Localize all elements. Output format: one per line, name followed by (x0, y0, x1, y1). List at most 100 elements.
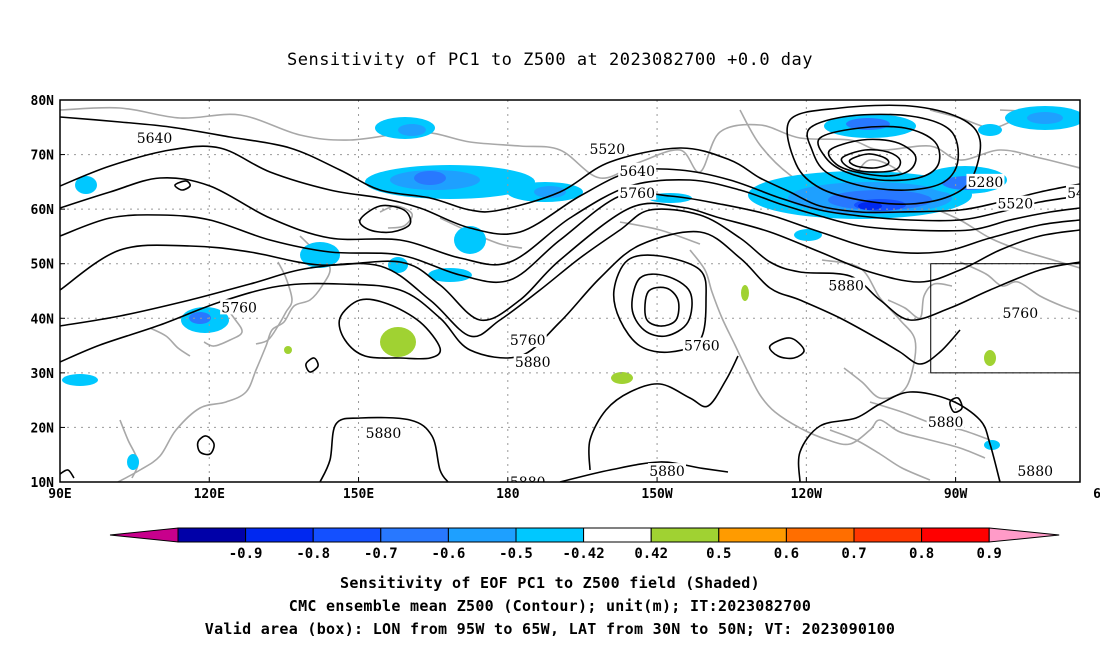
contour-ring (196, 435, 215, 456)
colorbar-label: -0.9 (229, 546, 263, 562)
colorbar-segment (447, 527, 517, 543)
colorbar-label: 0.5 (706, 546, 731, 562)
colorbar-label: 0.6 (774, 546, 799, 562)
contour-label: 5760 (684, 339, 720, 355)
contour-label-bg (1001, 304, 1040, 320)
plot-frame (59, 99, 1081, 483)
contour-label-group: 5640 (135, 130, 174, 147)
coastline-segment (959, 261, 1080, 313)
contour-label-bg (996, 195, 1035, 211)
contour-label: 5880 (828, 279, 864, 295)
contour-label-bg (618, 184, 657, 200)
coastline-segment (149, 327, 191, 357)
colorbar-label: -0.8 (296, 546, 330, 562)
shading-patch (858, 202, 882, 210)
contour-label: 5880 (366, 426, 402, 442)
sensitivity-shading (62, 106, 1080, 470)
shading-patch (75, 176, 97, 194)
lat-tick-label: 40N (31, 312, 55, 327)
contour-line (60, 145, 1080, 235)
coastline-segment (739, 109, 1080, 269)
contour-label-group: 5880 (827, 277, 866, 295)
shading-patch (127, 454, 139, 470)
lon-tick-label: 120W (791, 487, 822, 502)
contour-line (559, 461, 729, 482)
colorbar: -0.9 -0.8 -0.7 -0.6 -0.5 -0.42 0.42 0.5 0.6 0.7 0.… (109, 527, 1060, 562)
lon-tick-label: 120E (194, 487, 225, 502)
lon-tick-label: 150W (641, 487, 672, 502)
coastline-segment (887, 282, 953, 320)
shading-patch (534, 186, 566, 198)
lat-tick-label: 80N (31, 94, 55, 109)
lon-tick-label: 90E (48, 487, 71, 502)
contour-label-group: 5280 (966, 173, 1005, 191)
coastline-segment (821, 259, 917, 400)
coastline-segment (255, 261, 293, 345)
coastline-segment (829, 429, 931, 481)
coastline-segment (117, 235, 331, 482)
coastline-segment (203, 299, 243, 347)
contour-label-bg (508, 332, 547, 348)
grid-lines (60, 100, 1080, 482)
contour-ring (305, 357, 319, 373)
colorbar-end-high (988, 527, 1060, 543)
contour-ring (786, 104, 982, 205)
colorbar-label: 0.7 (841, 546, 866, 562)
colorbar-segment (380, 527, 449, 543)
caption-valid-area: Valid area (box): LON from 95W to 65W, L… (204, 620, 896, 638)
contour-label-group: 5880 (513, 353, 552, 371)
colorbar-label: 0.42 (634, 546, 668, 562)
contour-label-group: 5760 (220, 299, 259, 316)
contour-label: 5640 (619, 164, 655, 180)
contour-line (60, 116, 1080, 214)
contour-label: 5880 (1017, 464, 1053, 480)
caption-contour: CMC ensemble mean Z500 (Contour); unit(m… (288, 597, 812, 615)
contour-label-bg (926, 413, 965, 429)
contour-label-group: 5880 (508, 474, 547, 482)
colorbar-segment (718, 527, 787, 543)
colorbar-segment (921, 527, 990, 543)
contour-ring (827, 138, 917, 177)
contour-label-group: 5520 (588, 141, 627, 158)
shading-patch (1027, 112, 1063, 124)
contour-line (60, 202, 1080, 322)
shading-patch (611, 372, 633, 384)
colorbar-segment (650, 527, 720, 543)
shading-patch (428, 268, 472, 282)
shading-patch (62, 374, 98, 386)
colorbar-segment (515, 527, 585, 543)
lat-tick-label: 20N (31, 421, 55, 436)
colorbar-label: 0.8 (909, 546, 934, 562)
colorbar-end-low (109, 527, 179, 543)
contour-label-group: 5760 (508, 332, 547, 349)
shading-patch (984, 440, 1000, 450)
contour-label-bg (1065, 184, 1080, 200)
coastline-segment (119, 419, 139, 479)
shading-patch (648, 193, 692, 203)
contour-label-bg (135, 130, 174, 146)
contour-ring (644, 286, 680, 327)
contour-label-bg (364, 424, 403, 440)
contour-ring (358, 204, 412, 234)
caption-shading: Sensitivity of EOF PC1 to Z500 field (Sh… (340, 574, 760, 592)
colorbar-label: -0.7 (364, 546, 398, 562)
lon-tick-label: 60W (1093, 487, 1100, 502)
colorbar-segment (177, 527, 247, 543)
lat-tick-label: 10N (31, 476, 55, 491)
lon-tick-label: 150E (343, 487, 374, 502)
contour-label: 5880 (649, 464, 685, 480)
contour-label-bg (648, 463, 687, 479)
contour-label-bg (682, 337, 721, 353)
contour-label-bg (966, 173, 1005, 189)
coastline-segment (379, 205, 413, 229)
contour-label-bg (588, 141, 627, 157)
contour-label-group: 5760 (682, 337, 721, 355)
contour-ring (840, 148, 902, 173)
colorbar-segment (853, 527, 923, 543)
lat-tick-label: 30N (31, 367, 55, 382)
shading-patch (414, 171, 446, 185)
contour-label: 5880 (928, 415, 964, 431)
map-title: Sensitivity of PC1 to Z500 at 2023082700… (286, 50, 813, 70)
contour-line (797, 391, 1001, 482)
